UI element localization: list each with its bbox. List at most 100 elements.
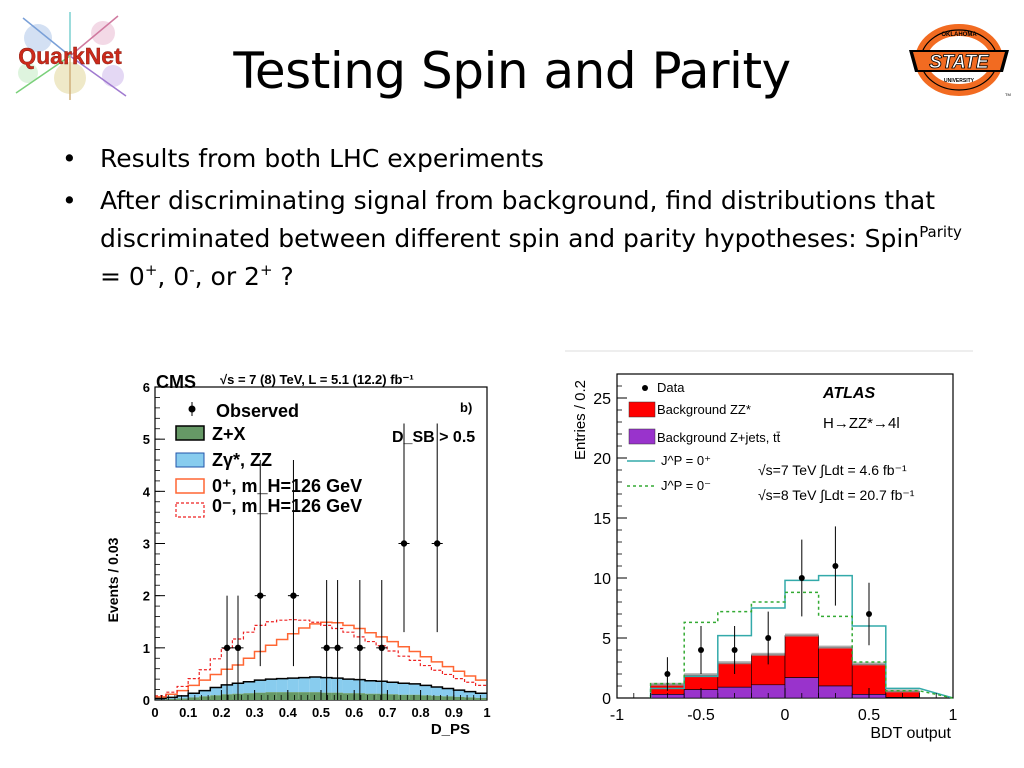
atlas-data-point	[866, 611, 872, 617]
atlas-zz-bar	[683, 674, 719, 690]
cms-y-tick-label: 4	[143, 484, 151, 499]
cms-x-tick-label: 0.5	[312, 705, 330, 720]
cms-zz-bar	[387, 682, 399, 695]
cms-legend-label: 0⁺, m_H=126 GeV	[212, 476, 362, 496]
cms-x-axis-label: D_PS	[431, 721, 470, 738]
osu-logo: OKLAHOMA STATE UNIVERSITY TM	[909, 24, 1011, 97]
cms-zz-bar	[309, 677, 321, 693]
cms-observed-point	[257, 592, 264, 599]
atlas-zz-bar	[818, 647, 853, 687]
cms-observed-point	[434, 540, 441, 547]
atlas-energy-label: √s=8 TeV ∫Ldt = 20.7 fb⁻¹	[758, 487, 915, 503]
cms-zx-bar	[298, 692, 310, 700]
quarknet-splash	[15, 12, 127, 100]
cms-zx-bar	[265, 692, 277, 700]
superscript-plus: +	[259, 261, 273, 279]
cms-legend-label: Observed	[216, 401, 299, 421]
cms-zz-bar	[475, 693, 487, 698]
cms-y-tick-label: 1	[143, 641, 150, 656]
atlas-data-point	[698, 647, 704, 653]
atlas-bkg-uncertainty	[785, 633, 819, 637]
bullet-text-part: ?	[272, 262, 294, 291]
bullet-text-part: , 0	[157, 262, 190, 291]
cms-legend-label: Zγ*, ZZ	[212, 450, 272, 470]
cms-zz-bar	[464, 691, 476, 698]
cms-zz-bar	[365, 680, 377, 694]
atlas-y-tick-label: 5	[602, 631, 611, 648]
quarknet-logo: QuarkNet	[15, 12, 127, 100]
cms-zx-bar	[199, 696, 211, 700]
atlas-y-tick-label: 10	[593, 571, 611, 588]
cms-zz-bar	[342, 679, 355, 694]
cms-zz-bar	[166, 697, 178, 699]
cms-zx-bar	[475, 697, 487, 700]
atlas-x-tick-label: 0.5	[858, 707, 880, 724]
bullet-text: After discriminating signal from backgro…	[100, 186, 936, 253]
cms-zx-bar	[188, 697, 200, 700]
cms-zx-bar	[309, 692, 321, 700]
atlas-data-point	[664, 671, 671, 677]
superscript-minus: -	[189, 261, 195, 279]
cms-zz-bar	[254, 680, 266, 693]
osu-logo-bottom-text: UNIVERSITY	[944, 78, 975, 84]
cms-zx-bar	[420, 695, 432, 700]
cms-panel-label: b)	[460, 400, 472, 415]
cms-observed-point	[378, 644, 385, 652]
atlas-data-point	[832, 563, 839, 569]
cms-zz-bar	[398, 683, 410, 695]
cms-legend-label: 0⁻, m_H=126 GeV	[212, 496, 362, 516]
cms-x-tick-label: 0.6	[345, 705, 363, 720]
cms-y-tick-label: 6	[143, 380, 150, 395]
cms-zx-bar	[243, 693, 255, 700]
atlas-x-tick-label: -0.5	[687, 707, 715, 724]
atlas-bkg-uncertainty	[852, 662, 886, 666]
bullet-dot: •	[62, 144, 77, 173]
cms-zz-bar	[199, 690, 211, 697]
atlas-bkg-uncertainty	[818, 645, 853, 649]
slide-title: Testing Spin and Parity	[233, 42, 791, 100]
atlas-y-axis-label: Entries / 0.2	[572, 380, 589, 460]
cms-y-axis-label: Events / 0.03	[105, 537, 121, 622]
cms-y-tick-label: 3	[143, 537, 150, 552]
quarknet-logo-text: QuarkNet	[18, 43, 122, 69]
atlas-subtitle: H→ZZ*→4l	[823, 415, 900, 432]
atlas-legend-label: Background ZZ*	[657, 402, 751, 417]
cms-zz-bar	[420, 685, 432, 696]
cms-x-tick-label: 0.3	[246, 705, 264, 720]
cms-zz-bar	[298, 677, 310, 693]
bullet-text: Results from both LHC experiments	[100, 144, 544, 173]
bullet-item: • After discriminating signal from backg…	[60, 182, 980, 296]
cms-zx-bar	[464, 697, 476, 700]
cms-zx-bar	[453, 696, 465, 700]
cms-x-tick-label: 0.8	[412, 705, 430, 720]
cms-zz-bar	[276, 678, 288, 693]
cms-x-tick-label: 1	[483, 705, 490, 720]
osu-logo-state-text: STATE	[929, 52, 990, 73]
cms-y-tick-label: 5	[143, 432, 150, 447]
cms-observed-point	[400, 540, 408, 547]
cms-legend-label: Z+X	[212, 424, 246, 444]
cms-observed-point	[234, 644, 242, 652]
atlas-legend-label: J^P = 0⁻	[661, 478, 711, 493]
atlas-x-tick-label: 0	[781, 707, 790, 724]
cms-observed-point	[223, 644, 231, 652]
cms-observed-point	[290, 592, 297, 599]
cms-legend: Observed Z+X Zγ*, ZZ 0⁺, m_H=126 GeV 0⁻,…	[175, 401, 362, 518]
atlas-x-tick-label: 1	[949, 707, 958, 724]
atlas-x-tick-label: -1	[610, 707, 624, 724]
cms-zx-bar	[254, 692, 266, 700]
osu-logo-top-text: OKLAHOMA	[941, 32, 977, 38]
cms-zz-bar	[243, 681, 255, 694]
cms-zx-bar	[276, 692, 288, 700]
atlas-legend-label: Background Z+jets, tt̄	[657, 430, 781, 445]
cms-zx-bar	[210, 695, 222, 700]
cms-zz-bar	[188, 693, 200, 698]
cms-zz-bar	[453, 690, 465, 697]
cms-observed-point	[356, 644, 364, 652]
cms-x-tick-label: 0	[151, 705, 158, 720]
cms-y-tick-label: 0	[143, 693, 150, 708]
cms-x-tick-label: 0.7	[378, 705, 396, 720]
cms-background-line	[155, 676, 487, 700]
atlas-zz-bar	[784, 635, 819, 678]
